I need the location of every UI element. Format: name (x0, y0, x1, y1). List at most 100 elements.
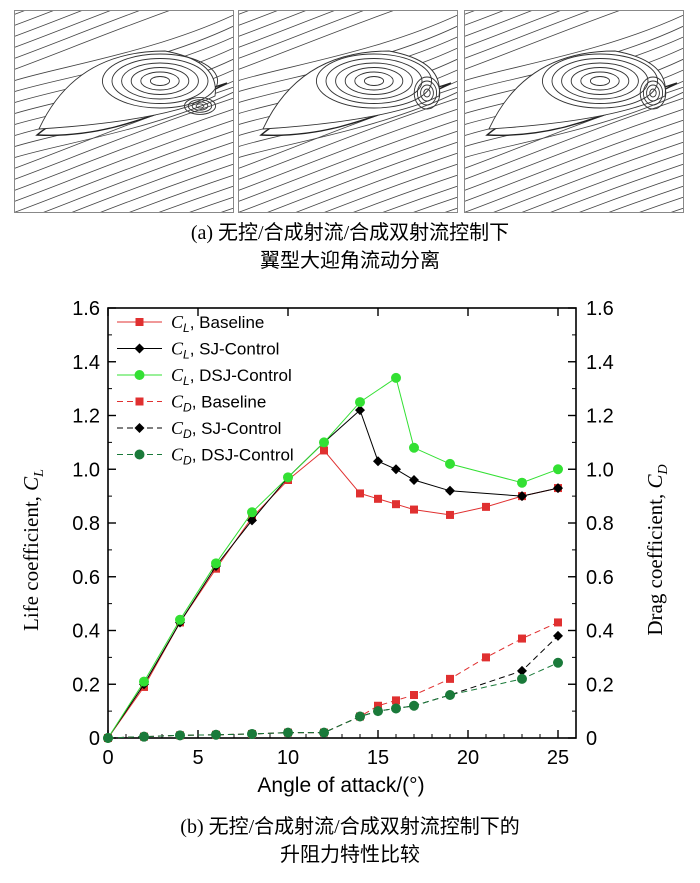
marker-diamond (517, 665, 527, 676)
legend-entry: CL, DSJ-Control (171, 365, 292, 388)
series-line (107, 635, 559, 739)
figure-b-caption: (b) 无控/合成射流/合成双射流控制下的 升阻力特性比较 (0, 813, 700, 869)
y-tick-label-left: 1.6 (72, 298, 100, 320)
x-tick-label: 10 (277, 747, 299, 769)
marker-square (356, 489, 364, 498)
y-tick-label-left: 0.2 (72, 674, 100, 696)
marker-square (482, 502, 490, 511)
legend-entry: CL, SJ-Control (171, 339, 279, 362)
legend-entry: CD, DSJ-Control (171, 445, 294, 468)
marker-diamond (247, 515, 257, 526)
series-line (107, 409, 559, 739)
marker-square (135, 397, 144, 406)
marker-circle (373, 706, 383, 717)
marker-circle (355, 711, 365, 722)
marker-circle (319, 437, 329, 448)
marker-circle (409, 442, 419, 453)
marker-square (554, 618, 562, 627)
figure-a-caption-line1: (a) 无控/合成射流/合成双射流控制下 (190, 222, 510, 244)
x-axis-label: Angle of attack/(°) (257, 774, 424, 797)
marker-circle (211, 729, 221, 740)
marker-circle (553, 464, 563, 475)
marker-circle (517, 673, 527, 684)
marker-square (518, 634, 526, 643)
marker-circle (445, 458, 455, 469)
marker-diamond (553, 483, 563, 494)
marker-diamond (409, 475, 419, 485)
marker-circle (283, 472, 293, 483)
y-tick-label-left: 0.8 (72, 513, 100, 535)
y-axis-left-label: Life coefficient, CL (19, 469, 47, 631)
legend-entry: CL, Baseline (171, 312, 264, 335)
legend-entry: CD, SJ-Control (171, 418, 281, 441)
series-line (107, 621, 559, 739)
x-tick-label: 5 (192, 747, 203, 769)
figure-a-caption: (a) 无控/合成射流/合成双射流控制下 翼型大迎角流动分离 (0, 219, 700, 275)
x-tick-label: 20 (457, 747, 479, 769)
y-tick-label-right: 0.4 (586, 621, 614, 643)
marker-square (320, 446, 328, 455)
marker-circle (553, 657, 563, 668)
marker-circle (409, 700, 419, 711)
y-tick-label-left: 0 (89, 728, 100, 750)
y-tick-label-right: 1.6 (586, 298, 614, 320)
figure-a-caption-line2: 翼型大迎角流动分离 (260, 250, 440, 272)
y-axis-right-label: Drag coefficient, CD (643, 464, 671, 635)
marker-circle (391, 703, 401, 714)
marker-diamond (373, 456, 383, 467)
marker-circle (391, 372, 401, 383)
marker-diamond (355, 405, 365, 416)
y-tick-label-right: 0.8 (586, 513, 614, 535)
y-tick-label-left: 1.0 (72, 459, 100, 481)
marker-circle (134, 370, 145, 380)
streamline-panel-sj (238, 10, 458, 213)
series-4 (103, 630, 563, 743)
y-tick-label-left: 1.2 (72, 406, 100, 428)
marker-diamond (134, 423, 145, 433)
marker-circle (247, 507, 257, 518)
y-tick-label-left: 0.4 (72, 621, 100, 643)
figure-b-caption-line1: (b) 无控/合成射流/合成双射流控制下的 (180, 816, 520, 838)
marker-square (392, 696, 400, 705)
marker-square (446, 510, 454, 519)
series-line (107, 662, 559, 739)
marker-square (410, 691, 418, 699)
x-tick-label: 25 (547, 747, 569, 769)
marker-circle (319, 727, 329, 738)
y-tick-label-left: 1.4 (72, 352, 100, 374)
marker-diamond (134, 343, 145, 354)
y-tick-label-right: 0 (586, 728, 597, 750)
y-tick-label-right: 1.4 (586, 352, 614, 374)
legend-entry: CD, Baseline (171, 392, 266, 415)
marker-square (374, 494, 382, 503)
marker-circle (139, 676, 149, 687)
x-tick-label: 0 (102, 747, 113, 769)
y-tick-label-right: 1.2 (586, 406, 614, 428)
marker-square (135, 318, 144, 326)
streamline-panel-dsj (464, 10, 684, 213)
marker-circle (134, 449, 145, 460)
figure-b-caption-line2: 升阻力特性比较 (280, 844, 420, 866)
marker-circle (355, 397, 365, 408)
marker-square (482, 653, 490, 662)
marker-square (374, 701, 382, 710)
legend: CL, Baseline CL, SJ-Control CL, DSJ-Contro… (117, 312, 294, 468)
marker-square (392, 500, 400, 509)
marker-circle (283, 727, 293, 738)
marker-circle (247, 728, 257, 739)
series-0 (104, 446, 562, 742)
marker-circle (175, 614, 185, 625)
marker-square (446, 674, 454, 683)
series-5 (103, 657, 563, 743)
lift-drag-chart: Life coefficient, CL Drag coefficient, C… (19, 298, 671, 797)
marker-diamond (517, 491, 527, 502)
y-tick-label-left: 0.6 (72, 567, 100, 589)
marker-circle (517, 477, 527, 488)
marker-diamond (445, 485, 455, 496)
x-tick-label: 15 (367, 747, 389, 769)
y-tick-label-right: 1.0 (586, 459, 614, 481)
marker-circle (175, 730, 185, 741)
marker-circle (103, 733, 113, 743)
marker-diamond (391, 464, 401, 475)
y-tick-label-right: 0.2 (586, 674, 614, 696)
